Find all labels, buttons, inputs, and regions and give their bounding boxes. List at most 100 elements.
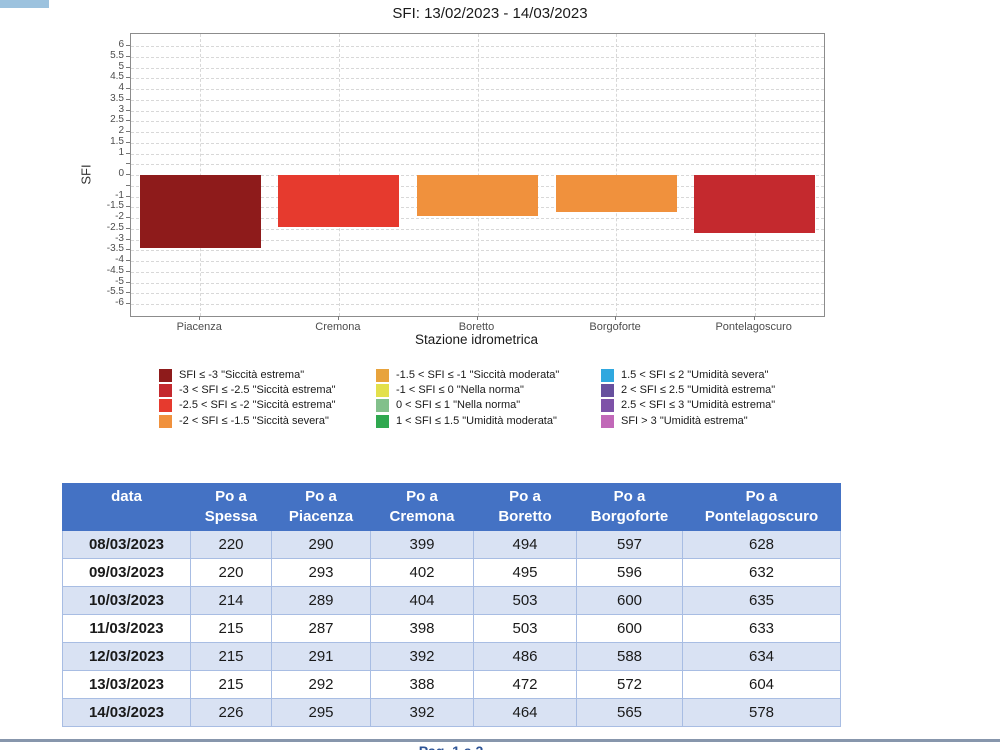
value-cell: 572 [576,670,683,699]
value-cell: 399 [370,530,474,559]
value-cell: 628 [682,530,841,559]
y-tick [126,217,130,218]
y-tick-label: -2 [115,211,124,222]
x-tick-label: Piacenza [176,321,222,333]
value-cell: 597 [576,530,683,559]
table-row: 13/03/2023 215 292 388 472 572 604 [62,670,841,699]
legend-swatch [376,399,389,413]
legend-swatch [376,414,389,428]
y-tick-label: 1 [118,146,124,158]
legend-label: SFI > 3 "Umidità estrema" [621,414,748,427]
legend-swatch [159,399,172,413]
x-tick-label: Borgoforte [589,321,641,333]
legend-swatch [601,369,614,382]
value-cell: 503 [473,586,577,615]
column-header: Po a Spessa [190,483,272,531]
date-cell: 08/03/2023 [62,530,191,559]
value-cell: 635 [682,586,841,615]
y-tick [126,163,130,165]
value-cell: 220 [190,530,272,559]
y-tick [126,77,130,79]
y-tick [126,303,130,304]
x-tick [615,316,617,320]
value-cell: 495 [473,558,577,587]
y-tick [126,109,130,111]
value-cell: 600 [576,614,683,643]
y-tick-label: -6 [115,297,124,308]
value-cell: 503 [473,614,577,643]
chart-title: SFI: 13/02/2023 - 14/03/2023 [392,5,588,22]
bar-piacenza [139,175,261,249]
table-row: 14/03/2023 226 295 392 464 565 578 [62,698,841,727]
y-tick [126,98,130,100]
value-cell: 214 [190,586,272,615]
legend-swatch [159,384,172,398]
value-cell: 472 [473,670,577,699]
value-cell: 398 [370,614,474,643]
value-cell: 392 [370,698,474,727]
column-header: data [62,483,191,531]
legend-swatch [376,369,389,382]
value-cell: 604 [682,670,841,699]
bar-cremona [278,175,400,227]
y-tick-label: -5.5 [106,286,124,298]
y-tick [126,45,130,46]
legend-label: -2 < SFI ≤ -1.5 "Siccità severa" [179,414,329,427]
column-header: Po a Piacenza [271,483,371,531]
y-tick [126,238,130,240]
value-cell: 215 [190,642,272,671]
bar-borgoforte [555,175,677,212]
legend-label: 1.5 < SFI ≤ 2 "Umidità severa" [621,369,769,381]
plot-panel [130,33,825,317]
legend-swatch [376,384,389,398]
y-tick [126,249,130,251]
y-tick [126,260,130,261]
y-tick [126,270,130,272]
y-tick [126,184,130,186]
y-tick [126,66,130,68]
scroll-indicator [0,0,49,8]
value-cell: 392 [370,642,474,671]
x-tick [337,316,339,320]
value-cell: 295 [271,698,371,727]
legend-swatch [601,399,614,413]
date-cell: 10/03/2023 [62,586,191,615]
y-tick-label: 5.5 [110,49,124,61]
column-header: Po a Borgoforte [576,483,683,531]
y-tick-label: 2.5 [110,114,124,126]
y-tick [126,292,130,294]
y-tick-label: -3 [115,232,124,244]
date-cell: 09/03/2023 [62,558,191,587]
legend-label: -2.5 < SFI ≤ -2 "Siccità estrema" [179,399,336,412]
table-row: 11/03/2023 215 287 398 503 600 633 [62,614,841,643]
legend-label: 0 < SFI ≤ 1 "Nella norma" [396,399,521,412]
y-tick-label: 4.5 [110,71,124,83]
y-tick [126,174,130,175]
value-cell: 402 [370,558,474,587]
legend-label: 2 < SFI ≤ 2.5 "Umidità estrema" [621,384,776,397]
y-tick [126,88,130,89]
legend-swatch [159,369,172,382]
value-cell: 290 [271,530,371,559]
legend-swatch [601,384,614,398]
y-tick [126,120,130,122]
value-cell: 404 [370,586,474,615]
value-cell: 291 [271,642,371,671]
y-tick-label: 2 [118,125,124,136]
y-tick [126,152,130,154]
legend-label: -1 < SFI ≤ 0 "Nella norma" [396,384,524,397]
y-tick [126,227,130,229]
value-cell: 289 [271,586,371,615]
value-cell: 388 [370,670,474,699]
column-header: Po a Pontelagoscuro [682,483,841,531]
value-cell: 565 [576,698,683,727]
x-tick [476,316,478,320]
y-tick-label: -5 [115,275,124,287]
y-tick-label: 5 [118,60,124,72]
value-cell: 226 [190,698,272,727]
table-row: 08/03/2023 220 290 399 494 597 628 [62,530,841,559]
y-tick-label: 1.5 [110,135,124,147]
value-cell: 633 [682,614,841,643]
table-row: 12/03/2023 215 291 392 486 588 634 [62,642,841,671]
